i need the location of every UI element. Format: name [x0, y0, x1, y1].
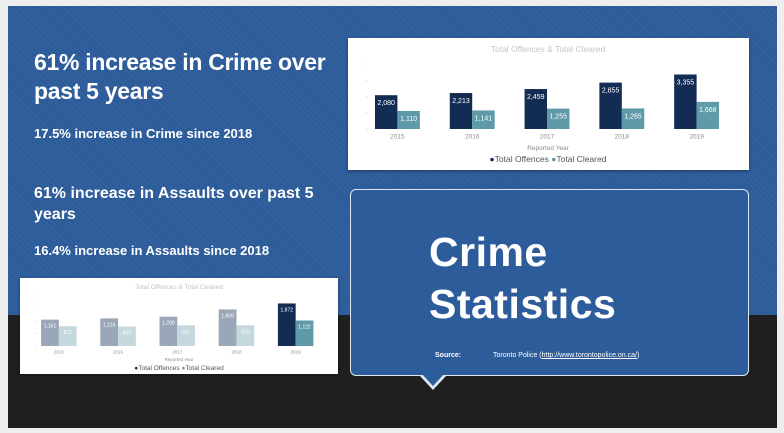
- chart-legend: ●Total Offences ●Total Cleared: [134, 365, 224, 372]
- source-link[interactable]: http://www.torontopolice.on.ca/: [541, 352, 637, 359]
- legend-label-offences: Total Offences: [138, 365, 181, 372]
- data-label-offences-2016: 1,216: [103, 322, 116, 328]
- x-tick-label-2019: 2019: [689, 134, 704, 141]
- assaults-subheadline: 16.4% increase in Assaults since 2018: [34, 243, 270, 258]
- bar-total-offences-2015: [374, 95, 398, 129]
- source-prefix: Toronto Police (: [493, 352, 542, 359]
- legend-marker-cleared: ●: [551, 154, 556, 164]
- data-label-cleared-2016: 856: [123, 331, 132, 337]
- bar-total-offences-2016: [449, 93, 473, 129]
- bar-total-cleared-2016: [472, 110, 495, 129]
- callout-title-line1: Crime: [429, 229, 548, 275]
- data-label-offences-2018: 1,609: [221, 313, 234, 319]
- x-tick-label-2018: 2018: [615, 134, 630, 141]
- chart-legend: ●Total Offences ●Total Cleared: [490, 154, 607, 164]
- x-tick-label-2016: 2016: [465, 134, 480, 141]
- data-label-cleared-2018: 1,265: [624, 113, 642, 120]
- data-label-offences-2017: 1,290: [162, 321, 175, 327]
- crime-subheadline: 17.5% increase in Crime since 2018: [34, 126, 253, 141]
- x-tick-label-2015: 2015: [390, 134, 405, 141]
- bar-total-offences-2015: [41, 319, 59, 346]
- legend-label-cleared: Total Cleared: [556, 154, 606, 164]
- data-label-offences-2015: 1,161: [44, 324, 57, 330]
- data-label-cleared-2015: 871: [64, 330, 73, 336]
- bar-total-offences-2019: [674, 74, 697, 129]
- x-axis-label: Reported Year: [165, 357, 194, 362]
- legend-label-cleared: Total Cleared: [185, 365, 224, 372]
- x-tick-label-2015: 2015: [54, 350, 65, 355]
- bar-total-offences-2018: [218, 309, 237, 346]
- x-tick-label-2016: 2016: [113, 350, 124, 355]
- data-label-offences-2017: 2,459: [527, 94, 545, 101]
- slide: 61% increase in Crime over past 5 years …: [8, 6, 777, 428]
- bar-total-offences-2017: [159, 316, 178, 346]
- assaults-headline: 61% increase in Assaults over past 5 yea…: [34, 185, 314, 223]
- x-axis-label: Reported Year: [527, 145, 569, 152]
- data-label-offences-2019: 3,355: [677, 79, 695, 86]
- assaults-chart-card: Total Offences & Total Cleared 1,161 871 20…: [20, 278, 338, 374]
- bar-total-cleared-2018: [621, 108, 645, 129]
- data-label-cleared-2019: 1,668: [699, 107, 717, 114]
- bar-total-offences-2019: [277, 303, 296, 346]
- source-label: Source:: [435, 352, 462, 359]
- bar-total-cleared-2017: [177, 325, 196, 346]
- callout-pointer-inner: [422, 374, 444, 386]
- bar-total-cleared-2015: [397, 110, 420, 129]
- callout-title-line2: Statistics: [429, 281, 617, 327]
- callout-title: Crime Statistics: [429, 226, 616, 330]
- bar-total-cleared-2017: [547, 108, 570, 129]
- crime-chart: Total Offences & Total Cleared 2,080 1,110…: [366, 44, 720, 164]
- assaults-chart: Total Offences & Total Cleared 1,161 871 20…: [34, 284, 314, 372]
- bar-total-cleared-2015: [58, 326, 77, 346]
- x-tick-label-2017: 2017: [540, 134, 555, 141]
- data-label-cleared-2016: 1,141: [475, 115, 493, 122]
- bar-total-offences-2016: [100, 318, 119, 346]
- source-suffix: ): [636, 352, 640, 359]
- title-callout: Crime Statistics Source: Toronto Police …: [350, 189, 749, 376]
- bar-total-cleared-2016: [118, 326, 136, 346]
- bar-total-cleared-2019: [295, 320, 314, 346]
- x-tick-label-2018: 2018: [231, 350, 242, 355]
- data-label-cleared-2015: 1,110: [400, 116, 417, 123]
- chart-title: Total Offences & Total Cleared: [135, 284, 223, 291]
- bar-total-cleared-2018: [236, 325, 255, 346]
- crime-chart-card: Total Offences & Total Cleared 2,080 1,110…: [348, 38, 749, 170]
- x-tick-label-2019: 2019: [291, 350, 302, 355]
- x-tick-label-2017: 2017: [172, 350, 183, 355]
- source-text: Toronto Police (http://www.torontopolice…: [493, 352, 639, 359]
- legend-label-offences: Total Offences: [495, 154, 552, 164]
- data-label-cleared-2018: 910: [241, 329, 250, 335]
- data-label-cleared-2017: 1,255: [549, 114, 567, 121]
- bar-total-offences-2017: [524, 89, 548, 129]
- data-label-offences-2015: 2,080: [377, 100, 395, 107]
- legend-marker-offences: ●: [134, 365, 138, 372]
- chart-title: Total Offences & Total Cleared: [491, 44, 606, 54]
- legend-marker-offences: ●: [490, 154, 495, 164]
- data-label-offences-2018: 2,855: [602, 88, 620, 95]
- data-label-cleared-2019: 1,122: [298, 325, 311, 331]
- data-label-offences-2019: 1,872: [281, 307, 294, 313]
- crime-headline: 61% increase in Crime over past 5 years: [34, 49, 326, 104]
- data-label-offences-2016: 2,213: [452, 98, 470, 105]
- legend-marker-cleared: ●: [181, 365, 185, 372]
- bar-total-offences-2018: [599, 82, 622, 129]
- bar-total-cleared-2019: [696, 101, 720, 129]
- data-label-cleared-2017: 911: [182, 329, 190, 335]
